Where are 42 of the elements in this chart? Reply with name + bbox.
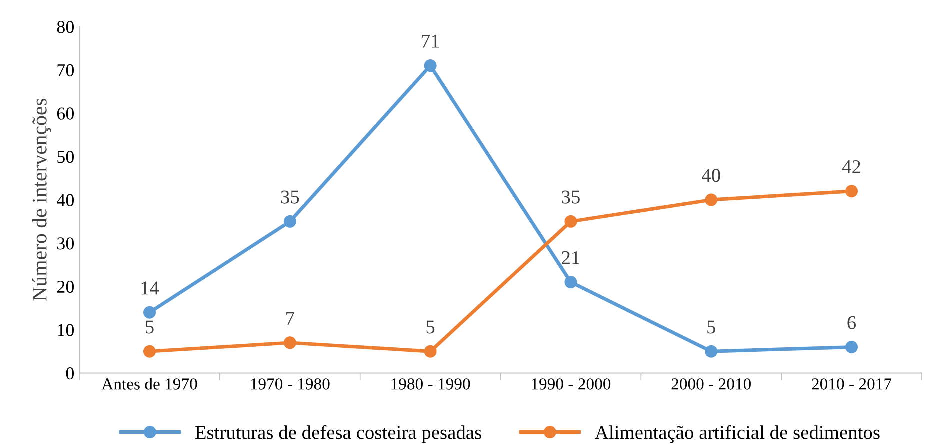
y-tick-label: 0 <box>66 368 74 380</box>
point <box>846 185 858 198</box>
x-tick-label: 1970 - 1980 <box>251 378 330 390</box>
x-tick-label: Antes de 1970 <box>102 378 198 390</box>
point <box>144 306 156 319</box>
point <box>564 215 578 228</box>
y-tick-label: 60 <box>57 108 74 120</box>
y-tick-label: 70 <box>58 64 74 77</box>
x-tick-label: 2010 - 2017 <box>812 378 892 390</box>
point <box>564 276 578 289</box>
point <box>705 345 718 358</box>
x-tick-label: 1990 - 2000 <box>532 378 611 390</box>
y-tick-label: 50 <box>58 150 74 164</box>
data-label: 6 <box>848 316 856 330</box>
point <box>846 341 858 354</box>
data-label: 71 <box>422 34 440 48</box>
data-label: 5 <box>146 320 154 334</box>
x-tick-label: 1980 - 1990 <box>392 378 470 390</box>
y-axis-title: Número de intervenções <box>32 98 52 302</box>
data-label: 5 <box>426 320 435 334</box>
data-label: 5 <box>708 320 716 334</box>
point <box>144 345 156 358</box>
y-tick-label: 10 <box>58 324 74 336</box>
x-tick-label: 2000 - 2010 <box>672 378 751 390</box>
data-label: 35 <box>562 190 580 204</box>
y-tick-label: 20 <box>57 280 74 294</box>
data-label: 14 <box>142 282 160 295</box>
point <box>424 60 437 72</box>
y-tick-label: 40 <box>56 194 74 206</box>
legend-label: Estruturas de defesa costeira pesadas <box>195 425 482 444</box>
data-label: 42 <box>842 160 860 174</box>
legend-label: Alimentação artificial de sedimentos <box>595 425 880 444</box>
y-tick-label: 30 <box>58 238 74 250</box>
y-tick-label: 80 <box>57 21 74 34</box>
point <box>705 194 718 206</box>
data-label: 40 <box>702 169 720 182</box>
data-label: 21 <box>562 251 580 264</box>
point <box>284 336 296 350</box>
data-label: 7 <box>286 312 294 325</box>
data-label: 35 <box>281 190 300 204</box>
point <box>424 345 437 358</box>
point <box>284 215 296 228</box>
